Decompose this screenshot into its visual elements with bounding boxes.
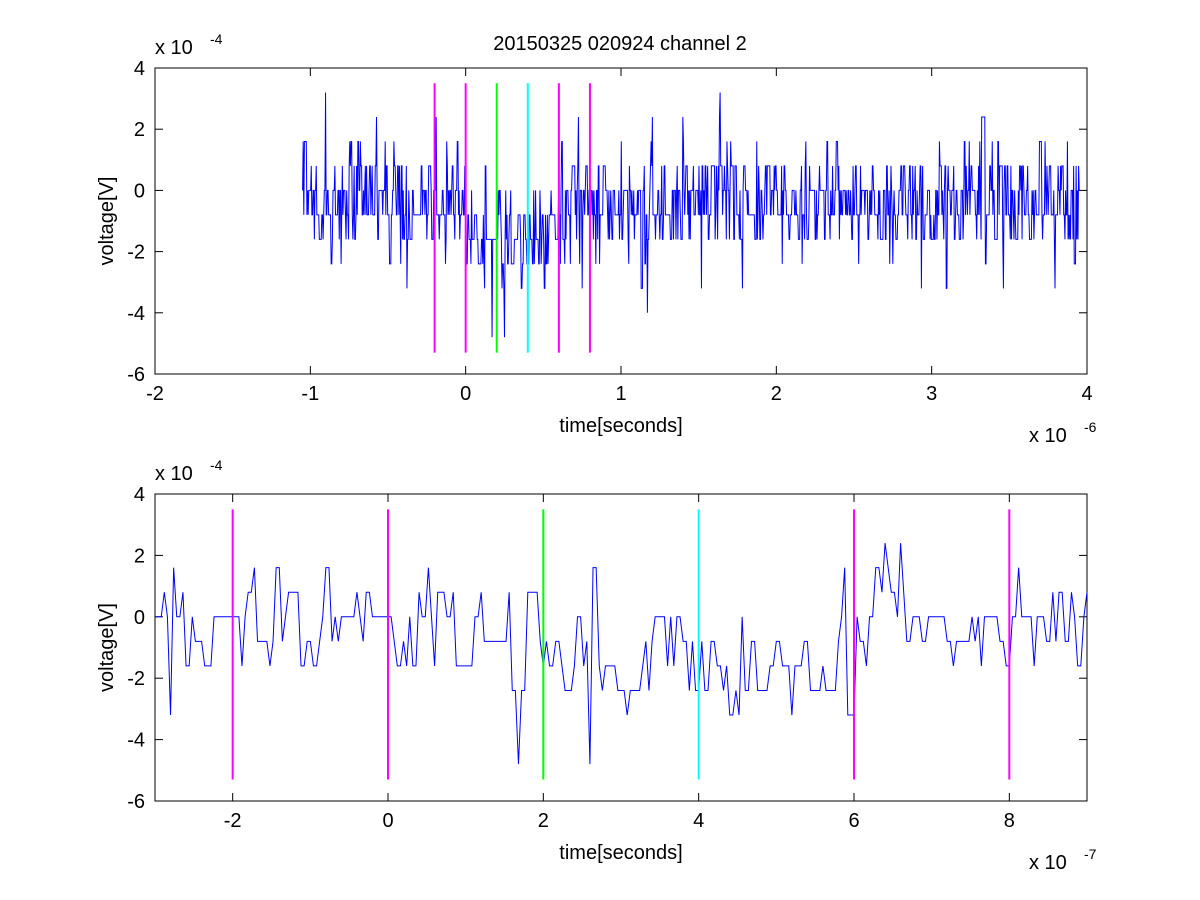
x-tick-label: 3 xyxy=(926,383,937,405)
x-tick-label: 1 xyxy=(615,383,626,405)
y-tick-label: 2 xyxy=(134,119,145,141)
y-tick-label: -2 xyxy=(127,668,145,690)
x-tick-label: -2 xyxy=(224,810,242,832)
x-tick-label: 2 xyxy=(771,383,782,405)
y-tick-label: 4 xyxy=(134,58,145,80)
y-tick-label: 0 xyxy=(134,180,145,202)
y-tick-label: 2 xyxy=(134,545,145,567)
x-exponent-base: x 10 xyxy=(1029,852,1067,874)
y-exponent-base: x 10 xyxy=(155,463,193,485)
x-exponent-power: -6 xyxy=(1084,419,1097,435)
signal-series-line xyxy=(155,543,1088,765)
y-tick-label: -2 xyxy=(127,242,145,264)
top-plot: -2 -1 0 1 2 3 4 -6 -4 -2 0 2 4 time[seconds] voltage[V… xyxy=(96,31,1097,447)
x-tick-label: 6 xyxy=(848,810,859,832)
y-tick-label: -6 xyxy=(127,364,145,386)
x-tick-label: 2 xyxy=(538,810,549,832)
y-tick-label: -6 xyxy=(127,791,145,813)
y-exponent-power: -4 xyxy=(210,31,223,47)
x-tick-label: -1 xyxy=(301,383,319,405)
x-exponent-base: x 10 xyxy=(1029,425,1067,447)
x-tick-label: 4 xyxy=(693,810,704,832)
y-axis-label: voltage[V] xyxy=(96,603,118,692)
x-axis-label: time[seconds] xyxy=(559,415,682,437)
y-tick-label: 4 xyxy=(134,484,145,506)
x-tick-label: 4 xyxy=(1081,383,1092,405)
x-axis-label: time[seconds] xyxy=(559,842,682,864)
x-tick-label: 8 xyxy=(1004,810,1015,832)
axes-box xyxy=(154,493,1088,802)
y-tick-label: 0 xyxy=(134,607,145,629)
x-tick-label: 0 xyxy=(382,810,393,832)
bottom-plot: -2 0 2 4 6 8 -6 -4 -2 0 2 4 time[seconds] voltage[V] x… xyxy=(96,457,1097,874)
x-tick-label: 0 xyxy=(460,383,471,405)
y-tick-label: -4 xyxy=(127,730,145,752)
x-tick-label: -2 xyxy=(146,383,164,405)
y-exponent-power: -4 xyxy=(210,457,223,473)
y-exponent-base: x 10 xyxy=(155,37,193,59)
figure-title: 20150325 020924 channel 2 xyxy=(493,33,747,55)
x-exponent-power: -7 xyxy=(1084,846,1097,862)
y-tick-label: -4 xyxy=(127,303,145,325)
y-axis-label: voltage[V] xyxy=(96,177,118,266)
signal-series-line xyxy=(302,92,1080,338)
